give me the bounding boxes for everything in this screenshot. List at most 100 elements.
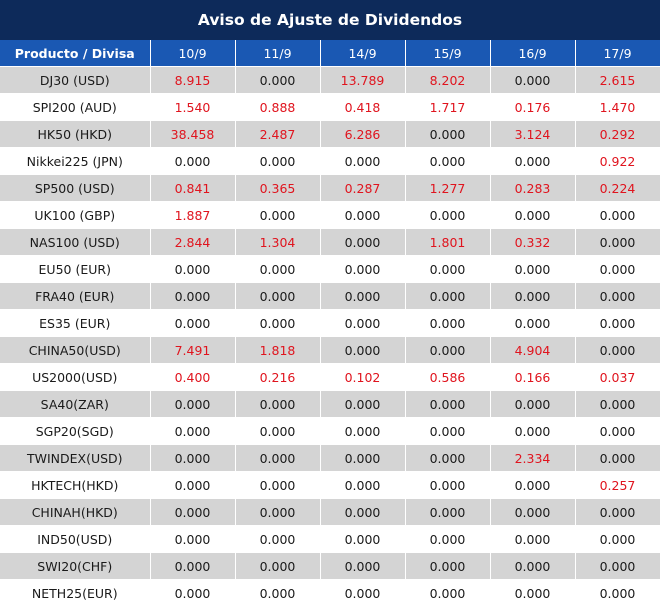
dividend-value-cell: 0.000 <box>575 336 660 364</box>
table-row: ES35 (EUR) 0.000 0.000 0.000 0.000 0.000 0.000 <box>0 309 660 337</box>
dividend-value-cell: 0.000 <box>320 579 406 607</box>
dividend-value-cell: 0.000 <box>575 579 660 607</box>
table-row: HK50 (HKD) 38.458 2.487 6.286 0.000 3.124 0.29… <box>0 120 660 148</box>
product-cell: IND50(USD) <box>0 525 151 553</box>
dividend-value-cell: 0.292 <box>575 120 660 148</box>
table-row: CHINAH(HKD) 0.000 0.000 0.000 0.000 0.000 0.00… <box>0 498 660 526</box>
product-cell: UK100 (GBP) <box>0 201 151 229</box>
dividend-value-cell: 0.000 <box>490 417 576 445</box>
dividend-value-cell: 0.000 <box>320 309 406 337</box>
dividend-value-cell: 0.000 <box>150 579 236 607</box>
dividend-value-cell: 0.000 <box>490 390 576 418</box>
dividend-value-cell: 0.000 <box>150 147 236 175</box>
dividend-value-cell: 8.202 <box>405 66 491 94</box>
page-title: Aviso de Ajuste de Dividendos <box>0 0 660 40</box>
dividend-value-cell: 0.000 <box>235 471 321 499</box>
dividend-value-cell: 0.000 <box>405 255 491 283</box>
dividend-value-cell: 38.458 <box>150 120 236 148</box>
dividend-value-cell: 0.000 <box>490 282 576 310</box>
product-cell: NETH25(EUR) <box>0 579 151 607</box>
dividend-value-cell: 0.000 <box>575 525 660 553</box>
dividend-value-cell: 0.000 <box>405 552 491 580</box>
dividend-value-cell: 0.000 <box>575 552 660 580</box>
dividend-value-cell: 1.887 <box>150 201 236 229</box>
column-header-date: 15/9 <box>405 40 491 67</box>
dividend-value-cell: 0.400 <box>150 363 236 391</box>
product-cell: FRA40 (EUR) <box>0 282 151 310</box>
table-row: EU50 (EUR) 0.000 0.000 0.000 0.000 0.000 0.000 <box>0 255 660 283</box>
dividend-value-cell: 0.000 <box>490 66 576 94</box>
dividend-value-cell: 0.000 <box>575 417 660 445</box>
dividend-value-cell: 2.844 <box>150 228 236 256</box>
dividend-value-cell: 0.000 <box>405 336 491 364</box>
table-row: UK100 (GBP) 1.887 0.000 0.000 0.000 0.000 0.00… <box>0 201 660 229</box>
dividend-value-cell: 0.000 <box>320 255 406 283</box>
dividend-value-cell: 0.000 <box>235 201 321 229</box>
product-cell: CHINAH(HKD) <box>0 498 151 526</box>
dividend-value-cell: 0.000 <box>575 228 660 256</box>
dividend-value-cell: 0.000 <box>490 552 576 580</box>
dividend-value-cell: 0.000 <box>320 444 406 472</box>
dividend-value-cell: 0.000 <box>490 147 576 175</box>
dividend-value-cell: 0.000 <box>405 417 491 445</box>
dividend-value-cell: 0.000 <box>150 282 236 310</box>
column-header-date: 17/9 <box>575 40 660 67</box>
dividend-value-cell: 0.000 <box>150 390 236 418</box>
dividend-value-cell: 0.000 <box>405 579 491 607</box>
table-header: Producto / Divisa 10/9 11/9 14/9 15/9 16… <box>0 40 660 67</box>
dividend-value-cell: 0.000 <box>320 336 406 364</box>
dividend-value-cell: 0.332 <box>490 228 576 256</box>
table-row: SGP20(SGD) 0.000 0.000 0.000 0.000 0.000 0.000 <box>0 417 660 445</box>
dividend-value-cell: 1.304 <box>235 228 321 256</box>
product-cell: DJ30 (USD) <box>0 66 151 94</box>
dividend-value-cell: 0.000 <box>320 147 406 175</box>
table-row: SPI200 (AUD) 1.540 0.888 0.418 1.717 0.176 1.4… <box>0 93 660 121</box>
dividend-value-cell: 0.000 <box>575 390 660 418</box>
dividend-value-cell: 0.000 <box>150 309 236 337</box>
table-body: DJ30 (USD) 8.915 0.000 13.789 8.202 0.000 2.61… <box>0 66 660 607</box>
dividend-value-cell: 0.000 <box>575 255 660 283</box>
dividend-value-cell: 0.000 <box>490 309 576 337</box>
dividend-value-cell: 0.000 <box>235 66 321 94</box>
dividend-value-cell: 0.000 <box>405 201 491 229</box>
dividend-value-cell: 0.888 <box>235 93 321 121</box>
table-row: NETH25(EUR) 0.000 0.000 0.000 0.000 0.000 0.00… <box>0 579 660 607</box>
dividend-value-cell: 0.000 <box>490 471 576 499</box>
column-header-product: Producto / Divisa <box>0 40 151 67</box>
product-cell: SGP20(SGD) <box>0 417 151 445</box>
dividend-value-cell: 0.000 <box>405 147 491 175</box>
dividend-value-cell: 0.000 <box>320 471 406 499</box>
table-row: CHINA50(USD) 7.491 1.818 0.000 0.000 4.904 0.0… <box>0 336 660 364</box>
dividend-value-cell: 0.000 <box>405 444 491 472</box>
product-cell: EU50 (EUR) <box>0 255 151 283</box>
dividend-table: Producto / Divisa 10/9 11/9 14/9 15/9 16… <box>0 40 660 607</box>
dividend-value-cell: 0.166 <box>490 363 576 391</box>
dividend-value-cell: 1.801 <box>405 228 491 256</box>
dividend-value-cell: 0.418 <box>320 93 406 121</box>
dividend-value-cell: 0.000 <box>235 309 321 337</box>
table-row: SA40(ZAR) 0.000 0.000 0.000 0.000 0.000 0.000 <box>0 390 660 418</box>
dividend-value-cell: 0.000 <box>235 444 321 472</box>
dividend-value-cell: 0.000 <box>320 498 406 526</box>
dividend-value-cell: 0.000 <box>405 282 491 310</box>
dividend-value-cell: 0.000 <box>150 498 236 526</box>
dividend-value-cell: 0.000 <box>235 579 321 607</box>
dividend-value-cell: 0.000 <box>150 471 236 499</box>
product-cell: SP500 (USD) <box>0 174 151 202</box>
dividend-value-cell: 0.283 <box>490 174 576 202</box>
dividend-value-cell: 4.904 <box>490 336 576 364</box>
dividend-value-cell: 0.000 <box>490 579 576 607</box>
dividend-value-cell: 0.000 <box>320 390 406 418</box>
product-cell: NAS100 (USD) <box>0 228 151 256</box>
dividend-value-cell: 0.000 <box>490 525 576 553</box>
dividend-value-cell: 0.000 <box>575 201 660 229</box>
dividend-value-cell: 2.334 <box>490 444 576 472</box>
table-row: IND50(USD) 0.000 0.000 0.000 0.000 0.000 0.000 <box>0 525 660 553</box>
dividend-value-cell: 6.286 <box>320 120 406 148</box>
table-row: DJ30 (USD) 8.915 0.000 13.789 8.202 0.000 2.61… <box>0 66 660 94</box>
dividend-value-cell: 0.000 <box>490 255 576 283</box>
column-header-date: 14/9 <box>320 40 406 67</box>
dividend-value-cell: 0.922 <box>575 147 660 175</box>
dividend-value-cell: 0.000 <box>235 417 321 445</box>
dividend-value-cell: 0.000 <box>150 552 236 580</box>
